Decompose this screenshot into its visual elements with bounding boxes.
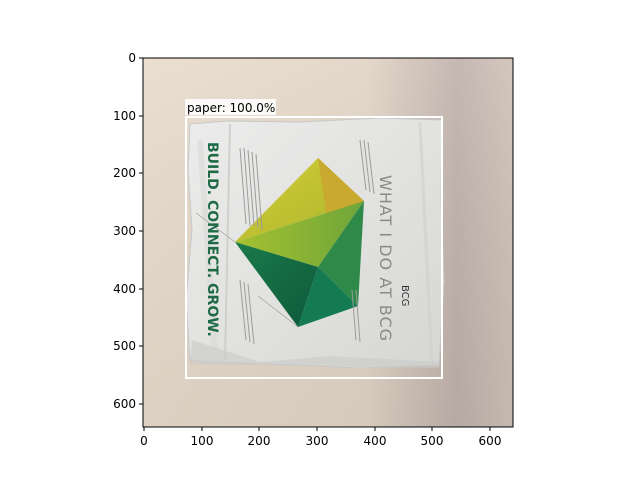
- cover-title: WHAT I DO AT BCG: [376, 175, 395, 342]
- x-tick-label: 300: [306, 434, 329, 448]
- crystal-graphic: [195, 158, 364, 328]
- y-tick-label: 200: [113, 166, 136, 180]
- paper-text-lines: [239, 139, 375, 345]
- y-axis: 0 100 200 300 400 500 600: [113, 51, 143, 411]
- detection-label: paper: 100.0%: [187, 101, 275, 115]
- y-tick-label: 100: [113, 109, 136, 123]
- x-tick-label: 500: [421, 434, 444, 448]
- y-tick-label: 400: [113, 282, 136, 296]
- bcg-logo: BCG: [399, 285, 410, 306]
- x-tick-label: 0: [140, 434, 148, 448]
- detection-label-bg: [185, 99, 276, 115]
- x-tick-label: 400: [364, 434, 387, 448]
- y-tick-label: 500: [113, 339, 136, 353]
- side-slogan: BUILD. CONNECT. GROW.: [204, 142, 220, 337]
- y-tick-label: 300: [113, 224, 136, 238]
- x-tick-label: 100: [191, 434, 214, 448]
- y-tick-label: 600: [113, 397, 136, 411]
- y-tick-label: 0: [128, 51, 136, 65]
- axes-frame: [142, 57, 514, 428]
- x-axis: 0 100 200 300 400 500 600: [140, 427, 501, 448]
- detection-box: [185, 116, 443, 379]
- x-tick-label: 200: [248, 434, 271, 448]
- x-tick-label: 600: [479, 434, 502, 448]
- photo: WHAT I DO AT BCG BUILD. CONNECT. GROW. B…: [143, 58, 513, 427]
